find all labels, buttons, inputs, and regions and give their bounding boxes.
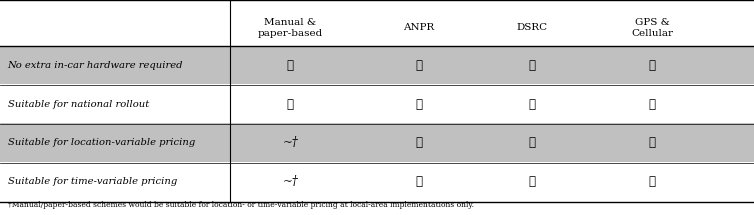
Text: ✗: ✗	[415, 98, 422, 111]
Bar	[0, 46, 754, 86]
Text: ~†: ~†	[283, 175, 298, 188]
Text: ~†: ~†	[283, 137, 298, 149]
Text: DSRC: DSRC	[516, 23, 547, 32]
Text: GPS &
Cellular: GPS & Cellular	[631, 18, 673, 38]
Text: ✓: ✓	[528, 175, 535, 188]
Text: ✓: ✓	[415, 175, 422, 188]
Text: Manual &
paper-based: Manual & paper-based	[258, 18, 323, 38]
Text: ✗: ✗	[528, 59, 535, 72]
Text: ANPR: ANPR	[403, 23, 434, 32]
Text: ✓: ✓	[648, 137, 656, 149]
Text: ✓: ✓	[648, 98, 656, 111]
Text: ✓: ✓	[648, 175, 656, 188]
Bar	[0, 0, 754, 46]
Text: ✓: ✓	[415, 137, 422, 149]
Text: ✓: ✓	[528, 137, 535, 149]
Text: ✗: ✗	[648, 59, 656, 72]
Text: Suitable for location-variable pricing: Suitable for location-variable pricing	[8, 138, 195, 147]
Bar	[0, 123, 754, 163]
Text: ✓: ✓	[415, 59, 422, 72]
Text: Suitable for national rollout: Suitable for national rollout	[8, 100, 149, 109]
Text: ✓: ✓	[287, 98, 294, 111]
Text: †Manual/paper-based schemes would be suitable for location- or time-variable pri: †Manual/paper-based schemes would be sui…	[8, 201, 474, 209]
Text: Suitable for time-variable pricing: Suitable for time-variable pricing	[8, 177, 176, 186]
Text: ✗: ✗	[528, 98, 535, 111]
Text: ✓: ✓	[287, 59, 294, 72]
Bar	[0, 162, 754, 202]
Text: No extra in-car hardware required: No extra in-car hardware required	[8, 61, 183, 70]
Bar	[0, 84, 754, 124]
